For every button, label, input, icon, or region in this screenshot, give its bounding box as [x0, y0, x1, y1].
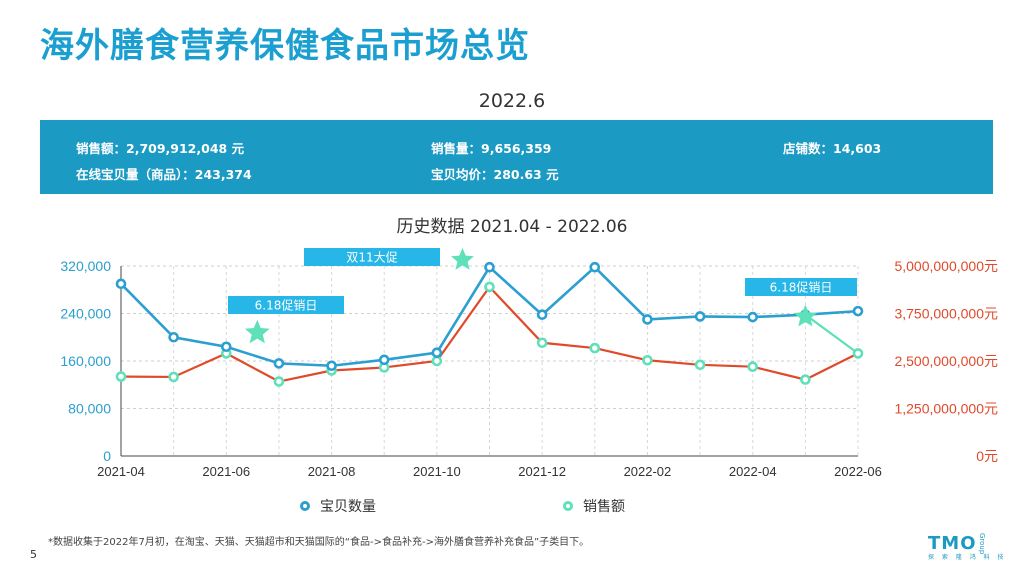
series-line-sales — [120, 285, 806, 383]
online-items: 在线宝贝量（商品）：243,374 — [76, 167, 252, 182]
line-chart: 0 80,000 160,000 240,000 320,000 0元 1,250,000,… — [60, 248, 998, 479]
data-point-sales — [536, 337, 548, 349]
star-marker-icon — [244, 319, 270, 344]
sales-amount: 销售额：2,709,912,048 元 — [76, 141, 245, 156]
legend-marker-items — [300, 501, 310, 511]
data-point-items — [484, 261, 495, 273]
sales-volume: 销售量：9,656,359 — [431, 141, 552, 156]
data-point-items — [694, 311, 706, 322]
logo-text: TMO — [928, 533, 977, 554]
data-point-sales — [800, 374, 811, 385]
footnote: *数据收集于2022年7月初，在淘宝、天猫、天猫超市和天猫国际的“食品->食品补… — [48, 537, 590, 548]
left-tick-label: 320,000 — [60, 258, 111, 274]
right-tick-label: 3,750,000,000元 — [894, 306, 998, 322]
data-point-sales — [431, 355, 443, 367]
right-tick-label: 2,500,000,000元 — [894, 353, 998, 369]
data-point-sales — [642, 354, 653, 366]
x-tick-label: 2021-06 — [202, 464, 250, 479]
x-tick-label: 2022-02 — [624, 464, 672, 479]
data-point-items — [378, 354, 390, 366]
callout-label: 双11大促 — [346, 251, 397, 265]
x-tick-label: 2022-04 — [729, 464, 777, 479]
left-tick-label: 0 — [103, 448, 111, 464]
left-tick-label: 80,000 — [68, 401, 111, 417]
data-point-items — [431, 347, 443, 358]
legend-sales: 销售额 — [563, 496, 625, 516]
data-point-items — [536, 309, 548, 320]
data-point-sales — [168, 371, 179, 383]
chart-title: 历史数据 2021.04 - 2022.06 — [396, 217, 628, 237]
star-marker-icon — [451, 248, 474, 270]
data-point-sales — [852, 348, 864, 359]
data-point-sales — [747, 361, 759, 372]
logo-cn: 探 索 隆 鸿 科 技 — [928, 554, 1007, 561]
x-tick-label: 2021-08 — [308, 464, 356, 479]
summary-box: 销售额：2,709,912,048 元 在线宝贝量（商品）：243,374 销售… — [40, 120, 993, 194]
avg-price: 宝贝均价：280.63 元 — [431, 167, 559, 182]
callout-box — [228, 296, 344, 314]
data-point-items — [589, 261, 601, 273]
legend-label-items: 宝贝数量 — [320, 499, 376, 515]
left-tick-label: 240,000 — [60, 306, 111, 322]
logo-group: Group — [978, 533, 986, 555]
data-point-items — [852, 305, 864, 317]
right-tick-label: 1,250,000,000元 — [894, 401, 998, 417]
right-tick-label: 5,000,000,000元 — [894, 258, 998, 274]
data-point-sales — [115, 371, 127, 382]
page-number: 5 — [30, 548, 37, 561]
legend-items: 宝贝数量 — [300, 496, 376, 516]
callout-box — [745, 278, 857, 296]
data-point-sales — [484, 281, 495, 293]
data-point-items — [642, 314, 653, 325]
x-tick-label: 2021-12 — [518, 464, 566, 479]
x-tick-label: 2021-10 — [413, 464, 461, 479]
right-tick-label: 0元 — [976, 448, 998, 464]
company-logo: TMO Group 探 索 隆 鸿 科 技 — [928, 533, 1007, 561]
series-line-items — [120, 265, 806, 368]
data-point-sales — [273, 376, 285, 387]
page-title: 海外膳食营养保健食品市场总览 — [40, 26, 530, 66]
series-line-sales-tail — [804, 352, 859, 381]
callout-label: 6.18促销日 — [255, 299, 318, 313]
store-count: 店铺数：14,603 — [783, 141, 882, 156]
data-point-sales — [694, 359, 706, 371]
legend-label-sales: 销售额 — [583, 499, 625, 515]
x-tick-label: 2022-06 — [834, 464, 882, 479]
data-point-items — [273, 358, 285, 369]
data-point-items — [220, 341, 232, 353]
data-point-items — [115, 278, 127, 290]
data-point-items — [747, 311, 759, 323]
data-point-items — [168, 331, 179, 343]
data-point-sales — [589, 342, 601, 354]
legend-marker-sales — [563, 501, 573, 511]
callout-label: 6.18促销日 — [770, 281, 833, 295]
series-line-sales-highlight — [804, 313, 859, 355]
left-tick-label: 160,000 — [60, 353, 111, 369]
data-point-items — [326, 360, 337, 372]
x-tick-label: 2021-04 — [97, 464, 145, 479]
report-date: 2022.6 — [478, 90, 546, 112]
star-marker-icon — [793, 304, 817, 327]
callout-box — [304, 248, 440, 266]
